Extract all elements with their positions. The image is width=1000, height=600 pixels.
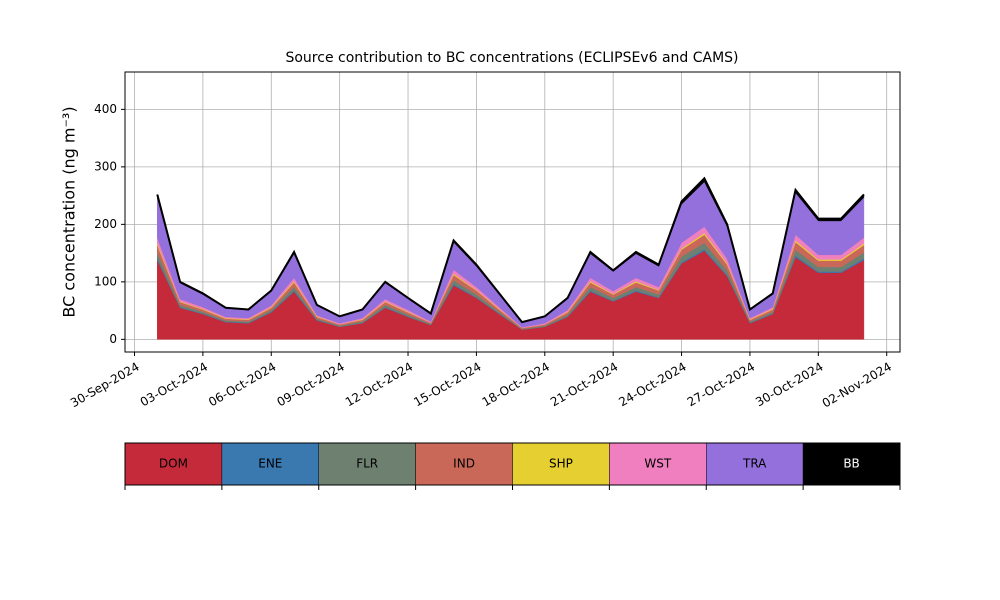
legend-swatch bbox=[221, 442, 319, 486]
legend-swatch bbox=[512, 442, 610, 486]
y-tick-label: 0 bbox=[109, 332, 117, 346]
y-tick-label: 200 bbox=[94, 217, 117, 231]
y-axis-label: BC concentration (ng m⁻³) bbox=[60, 106, 79, 317]
x-tick-label: 30-Sep-2024 bbox=[68, 360, 142, 411]
legend-swatch bbox=[609, 442, 707, 486]
plot-frame bbox=[124, 71, 901, 353]
area bbox=[157, 181, 865, 328]
legend-label: BB bbox=[843, 457, 859, 471]
legend-frame bbox=[124, 442, 901, 486]
legend-label: ENE bbox=[258, 457, 282, 471]
legend-swatch bbox=[706, 442, 804, 486]
x-tick-label: 21-Oct-2024 bbox=[548, 360, 620, 410]
legend-label: WST bbox=[644, 457, 671, 471]
x-tick-label: 02-Nov-2024 bbox=[820, 360, 894, 411]
x-tick-label: 03-Oct-2024 bbox=[138, 360, 210, 410]
x-tick-label: 06-Oct-2024 bbox=[206, 360, 278, 410]
x-tick-label: 15-Oct-2024 bbox=[411, 360, 483, 410]
legend-swatch bbox=[802, 442, 901, 486]
legend-label: IND bbox=[453, 457, 475, 471]
top-line bbox=[156, 176, 865, 324]
x-tick-label: 18-Oct-2024 bbox=[480, 360, 552, 410]
x-tick-label: 09-Oct-2024 bbox=[274, 360, 346, 410]
legend-swatch bbox=[415, 442, 513, 486]
y-tick-label: 100 bbox=[94, 274, 117, 288]
x-tick-label: 12-Oct-2024 bbox=[343, 360, 415, 410]
legend-swatch bbox=[124, 442, 223, 486]
x-tick-label: 24-Oct-2024 bbox=[616, 360, 688, 410]
chart-title: Source contribution to BC concentrations… bbox=[285, 50, 738, 66]
x-tick-label: 30-Oct-2024 bbox=[753, 360, 825, 410]
y-tick-label: 400 bbox=[94, 102, 117, 116]
y-tick-label: 300 bbox=[94, 159, 117, 173]
area bbox=[157, 250, 865, 340]
x-tick-label: 27-Oct-2024 bbox=[685, 360, 757, 410]
legend-label: TRA bbox=[742, 457, 767, 471]
legend-label: SHP bbox=[549, 457, 573, 471]
legend-label: FLR bbox=[356, 457, 378, 471]
legend-label: DOM bbox=[159, 457, 188, 471]
